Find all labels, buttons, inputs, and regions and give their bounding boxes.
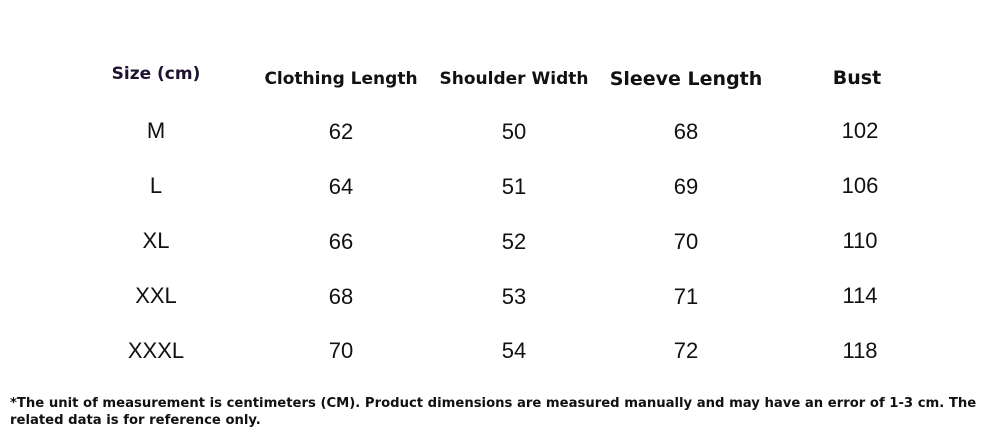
table-cell-size: XXL — [135, 283, 177, 308]
header-sleeve-length: Sleeve Length — [609, 68, 763, 90]
table-cell-shoulder-width: 52 — [501, 229, 527, 254]
table-cell-bust: 106 — [841, 173, 879, 198]
table-cell-bust: 118 — [842, 338, 878, 363]
table-cell-shoulder-width: 54 — [501, 338, 527, 363]
table-cell-clothing-length: 66 — [328, 229, 354, 254]
measurement-note: *The unit of measurement is centimeters … — [10, 396, 977, 428]
table-cell-clothing-length: 62 — [328, 119, 354, 144]
table-cell-bust: 102 — [841, 118, 879, 143]
table-cell-size: M — [146, 118, 166, 143]
header-clothing-length: Clothing Length — [264, 69, 418, 89]
table-cell-shoulder-width: 53 — [501, 284, 527, 309]
table-cell-sleeve-length: 70 — [673, 229, 699, 254]
table-cell-sleeve-length: 69 — [673, 174, 699, 199]
table-cell-sleeve-length: 72 — [673, 338, 699, 363]
table-cell-shoulder-width: 51 — [501, 174, 527, 199]
table-cell-clothing-length: 64 — [328, 174, 354, 199]
table-cell-bust: 114 — [842, 283, 878, 308]
header-bust: Bust — [832, 67, 882, 89]
table-cell-size: L — [149, 173, 163, 198]
header-shoulder-width: Shoulder Width — [439, 69, 589, 89]
header-size: Size (cm) — [111, 64, 201, 84]
table-cell-sleeve-length: 71 — [673, 284, 699, 309]
table-cell-sleeve-length: 68 — [673, 119, 699, 144]
table-cell-bust: 110 — [842, 228, 878, 253]
table-cell-shoulder-width: 50 — [501, 119, 527, 144]
size-chart-table: Size (cm) Clothing Length Shoulder Width… — [111, 64, 882, 363]
table-cell-size: XXXL — [127, 338, 185, 363]
table-cell-clothing-length: 68 — [328, 284, 354, 309]
table-cell-clothing-length: 70 — [328, 338, 354, 363]
table-cell-size: XL — [142, 228, 170, 253]
